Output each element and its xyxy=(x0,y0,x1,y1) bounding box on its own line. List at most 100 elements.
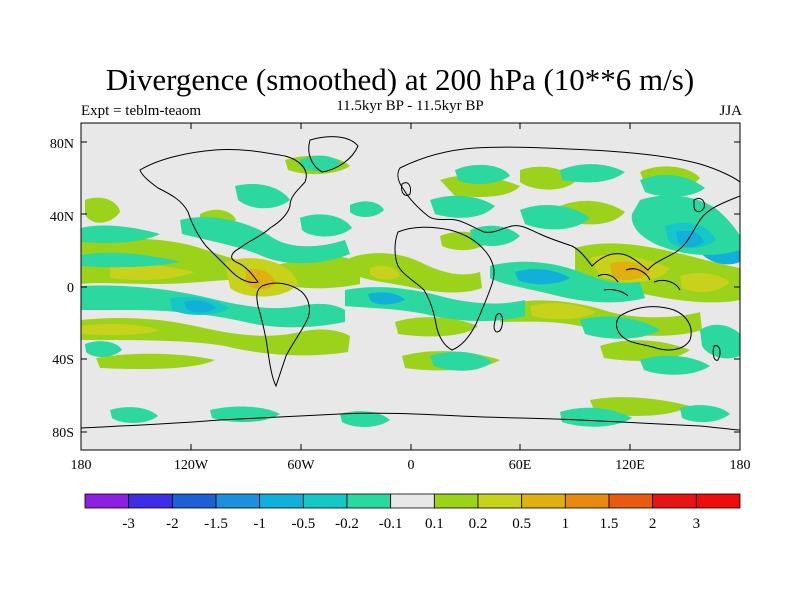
colorbar-label: 0.1 xyxy=(425,516,444,532)
colorbar-label: -2 xyxy=(166,516,179,532)
coastline-maritime-continent xyxy=(597,268,681,297)
lat-label-eq: 0 xyxy=(67,281,74,296)
negative-region xyxy=(676,230,704,248)
plot-title: Divergence (smoothed) at 200 hPa (10**6 … xyxy=(105,62,695,97)
negative-region xyxy=(81,252,180,268)
positive-region xyxy=(110,264,195,280)
coastline-uk xyxy=(401,182,411,197)
lat-label-80s: 80S xyxy=(52,426,74,441)
negative-regions xyxy=(81,155,740,427)
positive-region xyxy=(530,303,596,320)
negative-region xyxy=(470,225,520,246)
latitude-axis: 80N 40N 0 40S 80S xyxy=(50,137,740,441)
lon-label-60e: 60E xyxy=(509,458,532,473)
lon-label-180e: 180 xyxy=(730,458,751,473)
colorbar-swatch xyxy=(608,493,654,509)
colorbar-swatch xyxy=(171,493,217,509)
coastline-north-america xyxy=(139,148,307,283)
colorbar-swatch xyxy=(521,493,566,509)
negative-region xyxy=(368,292,405,305)
lat-label-40s: 40S xyxy=(52,353,74,368)
colorbar-label: 1.5 xyxy=(600,516,619,532)
colorbar-label: 0.5 xyxy=(512,516,531,532)
positive-region xyxy=(350,253,482,293)
coastline-japan xyxy=(693,197,705,213)
coastline-madagascar xyxy=(493,313,503,333)
colorbar-swatch xyxy=(128,493,173,509)
negative-region xyxy=(515,269,570,285)
negative-region xyxy=(700,324,740,359)
coastlines xyxy=(81,136,740,431)
positive-region xyxy=(680,273,730,292)
colorbar-label: -1.5 xyxy=(204,516,228,532)
experiment-label: Expt = teblm-teaom xyxy=(81,103,202,119)
lat-label-40n: 40N xyxy=(50,210,74,225)
positive-region xyxy=(96,353,215,370)
colorbar-label: -1 xyxy=(253,516,266,532)
lat-ticks xyxy=(81,141,740,433)
colorbar-swatch xyxy=(346,493,392,509)
lon-label-120w: 120W xyxy=(174,458,209,473)
coastline-south-america xyxy=(256,282,310,388)
lon-label-180w: 180 xyxy=(71,458,92,473)
negative-region xyxy=(455,164,510,185)
coastline-new-zealand xyxy=(712,345,721,361)
coastline-greenland xyxy=(308,136,359,173)
plot-subtitle: 11.5kyr BP - 11.5kyr BP xyxy=(336,98,484,114)
negative-region xyxy=(640,174,705,197)
negative-region xyxy=(180,217,350,264)
colorbar-labels: -3 -2 -1.5 -1 -0.5 -0.2 -0.1 0.1 0.2 0.5 1 1.5 2 3 xyxy=(122,516,700,532)
colorbar-label: -3 xyxy=(122,516,135,532)
negative-region xyxy=(640,355,710,375)
negative-region xyxy=(340,411,390,427)
lat-label-80n: 80N xyxy=(50,137,74,152)
negative-region xyxy=(680,405,730,423)
negative-region xyxy=(110,407,158,423)
colorbar-label: 2 xyxy=(649,516,657,532)
colorbar-swatch xyxy=(652,493,697,509)
lon-ticks xyxy=(190,123,631,450)
positive-region xyxy=(81,323,160,336)
colorbar xyxy=(84,493,741,509)
colorbar-swatch xyxy=(390,493,435,509)
colorbar-swatch xyxy=(477,493,523,509)
negative-region xyxy=(300,214,352,237)
colorbar-label: 0.2 xyxy=(469,516,488,532)
longitude-axis: 180 120W 60W 0 60E 120E 180 xyxy=(71,123,751,473)
colorbar-swatch xyxy=(433,493,479,509)
negative-region xyxy=(85,341,122,357)
season-label: JJA xyxy=(719,103,742,119)
colorbar-label: 1 xyxy=(562,516,570,532)
colorbar-swatch xyxy=(215,493,261,509)
coastline-australia xyxy=(616,306,692,351)
colorbar-label: -0.1 xyxy=(379,516,403,532)
negative-region xyxy=(580,316,660,339)
negative-region xyxy=(81,225,160,244)
negative-region xyxy=(520,204,590,230)
negative-region xyxy=(350,201,384,217)
negative-region xyxy=(184,300,216,313)
positive-region xyxy=(370,265,400,280)
colorbar-label: 3 xyxy=(693,516,701,532)
lon-label-0: 0 xyxy=(408,458,415,473)
negative-region xyxy=(430,351,492,371)
negative-region xyxy=(430,195,495,218)
colorbar-swatch xyxy=(302,493,348,509)
negative-region xyxy=(235,183,290,209)
colorbar-label: -0.2 xyxy=(335,516,359,532)
colorbar-swatch xyxy=(259,493,304,509)
coastline-africa xyxy=(394,226,495,351)
divergence-field xyxy=(81,123,740,450)
coastline-antarctica xyxy=(81,412,740,431)
positive-region xyxy=(85,197,120,223)
lon-label-120e: 120E xyxy=(615,458,645,473)
colorbar-swatch xyxy=(84,493,130,509)
colorbar-label: -0.5 xyxy=(291,516,315,532)
coastline-eurasia xyxy=(397,146,740,271)
lon-label-60w: 60W xyxy=(287,458,315,473)
colorbar-swatch xyxy=(564,493,610,509)
negative-region xyxy=(560,164,625,183)
colorbar-swatch xyxy=(695,493,741,509)
positive-region xyxy=(610,261,650,281)
